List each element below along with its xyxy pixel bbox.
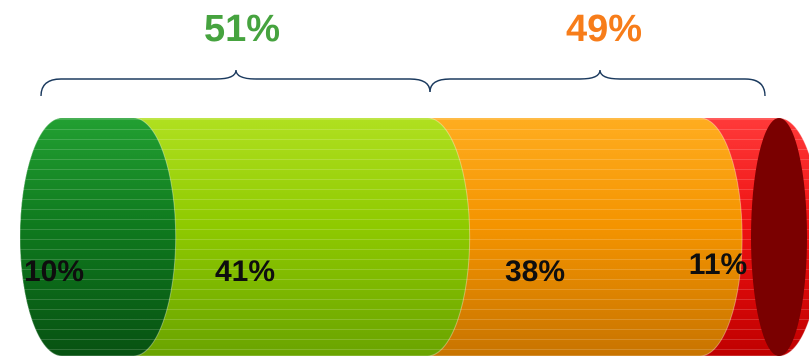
segment-2-stripes: [91, 118, 470, 356]
brace-right: [429, 69, 766, 97]
brace-left: [40, 69, 431, 97]
group-label-right: 49%: [566, 8, 643, 50]
group-label-left: 51%: [204, 8, 281, 50]
segment-label-2: 41%: [215, 255, 275, 288]
segment-label-3: 38%: [505, 255, 565, 288]
segment-3-stripes: [385, 118, 743, 356]
segment-label-4: 11%: [689, 248, 747, 281]
segment-label-1: 10%: [24, 255, 84, 288]
cylinder-right-cap: [751, 118, 807, 356]
segment-1-stripes: [20, 118, 176, 356]
